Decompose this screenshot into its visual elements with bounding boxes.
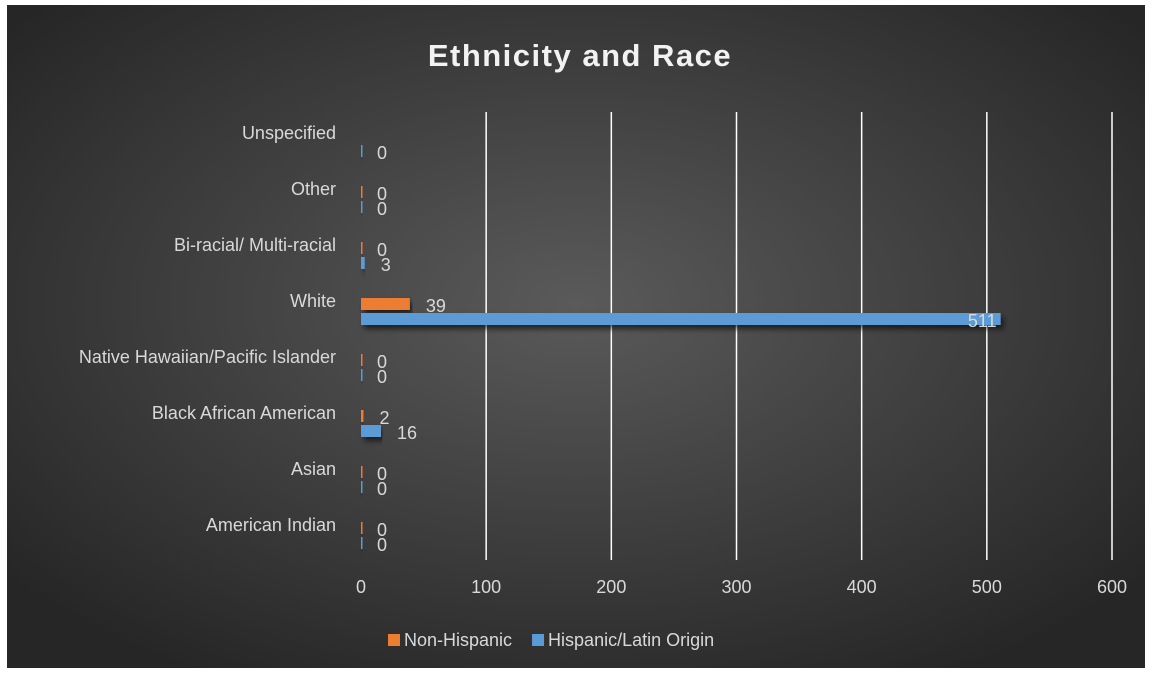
- bar: [361, 425, 382, 437]
- bar: [361, 313, 1001, 325]
- data-label: 0: [377, 143, 387, 163]
- data-label: 39: [426, 296, 446, 316]
- y-tick-label: Native Hawaiian/Pacific Islander: [79, 347, 336, 367]
- chart-background: [7, 5, 1145, 668]
- data-label: 3: [381, 255, 391, 275]
- legend-label: Non-Hispanic: [404, 630, 512, 650]
- data-label: 0: [377, 352, 387, 372]
- legend-swatch: [388, 634, 400, 646]
- bar: [361, 257, 365, 269]
- x-tick-label: 600: [1097, 577, 1127, 597]
- bar: [361, 145, 363, 157]
- data-label: 0: [377, 367, 387, 387]
- data-label: 511: [968, 311, 997, 331]
- bar: [361, 186, 363, 198]
- bar: [361, 201, 363, 213]
- y-tick-label: Bi-racial/ Multi-racial: [174, 235, 336, 255]
- chart-title: Ethnicity and Race: [428, 38, 732, 73]
- y-tick-label: Unspecified: [242, 123, 336, 143]
- data-label: 0: [377, 199, 387, 219]
- y-tick-label: White: [290, 291, 336, 311]
- bar: [361, 466, 363, 478]
- x-tick-label: 300: [721, 577, 751, 597]
- bar: [361, 369, 363, 381]
- data-label: 16: [397, 423, 417, 443]
- x-tick-label: 400: [847, 577, 877, 597]
- x-tick-label: 200: [596, 577, 626, 597]
- data-label: 0: [377, 184, 387, 204]
- bar: [361, 481, 363, 493]
- y-tick-label: Asian: [291, 459, 336, 479]
- x-tick-label: 100: [471, 577, 501, 597]
- data-label: 0: [377, 520, 387, 540]
- bar: [361, 522, 363, 534]
- bar: [361, 298, 410, 310]
- y-tick-label: Other: [291, 179, 336, 199]
- data-label: 0: [377, 479, 387, 499]
- y-tick-label: Black African American: [152, 403, 336, 423]
- x-tick-label: 0: [356, 577, 366, 597]
- data-label: 0: [377, 535, 387, 555]
- bar: [361, 537, 363, 549]
- data-label: 0: [377, 240, 387, 260]
- bar: [361, 354, 363, 366]
- bar: [361, 410, 364, 422]
- bar: [361, 242, 363, 254]
- data-label: 0: [377, 464, 387, 484]
- x-tick-label: 500: [972, 577, 1002, 597]
- legend-label: Hispanic/Latin Origin: [548, 630, 714, 650]
- data-label: 2: [380, 408, 390, 428]
- legend-swatch: [532, 634, 545, 646]
- y-tick-label: American Indian: [206, 515, 336, 535]
